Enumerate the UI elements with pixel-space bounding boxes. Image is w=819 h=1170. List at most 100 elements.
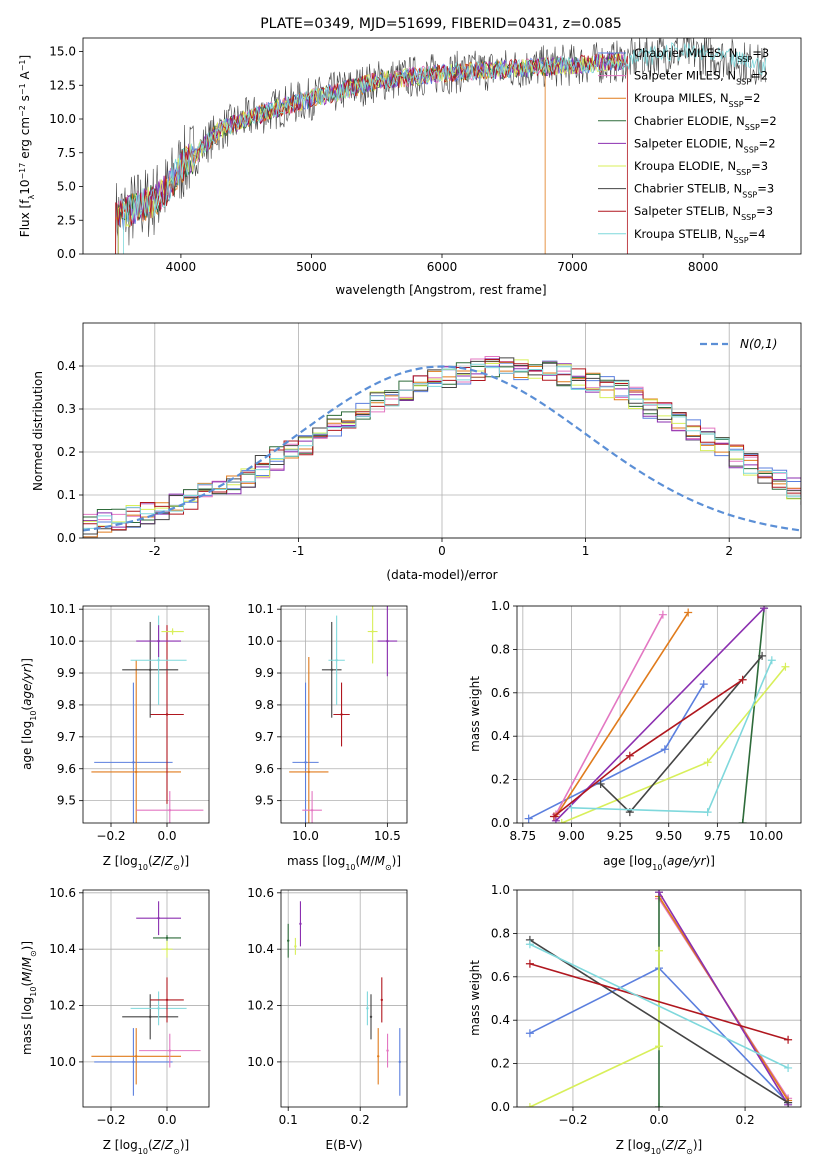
axes-frame: [82, 889, 210, 1108]
series-marker: [625, 751, 634, 760]
x-tick-label: 7000: [557, 260, 588, 274]
y-tick-label: 0.8: [491, 642, 510, 656]
y-tick-label: 0.4: [491, 729, 510, 743]
data-point: [366, 1007, 369, 1010]
y-tick-label: 0.6: [491, 970, 510, 984]
axes-frame: [280, 889, 408, 1108]
data-point: [165, 713, 169, 716]
y-axis-label: Normed distribution: [31, 371, 45, 491]
y-tick-label: 10.0: [49, 634, 76, 648]
plot-area: [115, 38, 767, 254]
series-marker: [658, 610, 667, 619]
series-line: [529, 950, 660, 1107]
x-tick-label: -2: [149, 544, 161, 558]
series-marker: [525, 940, 534, 949]
y-tick-label: 9.7: [255, 730, 274, 744]
series-line: [555, 612, 689, 817]
plot-area: [524, 606, 790, 823]
series-line: [555, 614, 664, 815]
y-tick-label: 0.3: [57, 402, 76, 416]
x-axis-label: age [log10(age/yr)]: [603, 854, 715, 872]
chart-panel-0: 4000 5000 6000 7000 8000 0.0 2.5 5.0 7.5 10.0 12.5…: [49, 37, 802, 274]
y-tick-label: 0.0: [57, 247, 76, 261]
series-marker: [703, 758, 712, 767]
y-tick-label: 0.2: [57, 445, 76, 459]
data-point: [168, 809, 171, 812]
data-point: [335, 659, 338, 662]
y-tick-label: 0.4: [491, 1013, 510, 1027]
x-tick-label: −0.2: [96, 1113, 125, 1127]
series-marker: [784, 1035, 793, 1044]
series-marker: [738, 819, 747, 823]
spectrum-line: [123, 42, 767, 254]
x-axis-label: Z [log10(Z/Z⊙)]: [103, 854, 189, 872]
data-point: [157, 639, 160, 643]
axes-frame: [280, 605, 408, 824]
y-tick-label: 9.8: [57, 698, 76, 712]
legend: Chabrier MILES, NSSP=3 Salpeter MILES, NS…: [598, 46, 777, 244]
y-tick-label: 9.5: [57, 794, 76, 808]
series-line: [741, 608, 765, 823]
data-point: [386, 1049, 389, 1052]
data-point: [287, 939, 290, 942]
series-line: [555, 607, 765, 822]
x-tick-label: 10.5: [374, 829, 401, 843]
data-point: [168, 1049, 171, 1052]
histogram-step: [83, 361, 801, 538]
data-point: [132, 761, 135, 764]
y-tick-label: 15.0: [49, 45, 76, 59]
x-tick-label: 5000: [296, 260, 327, 274]
y-tick-label: 10.4: [247, 942, 274, 956]
data-point: [299, 922, 302, 926]
data-point: [310, 809, 314, 812]
data-point: [369, 1015, 373, 1019]
plot-area: [91, 615, 204, 823]
series-marker: [738, 675, 747, 684]
histogram-step: [83, 359, 801, 538]
y-tick-label: 9.8: [255, 698, 274, 712]
data-point: [377, 1055, 380, 1058]
data-point: [135, 1055, 138, 1058]
chart-title: PLATE=0349, MJD=51699, FIBERID=0431, z=0…: [260, 16, 622, 32]
data-point: [340, 713, 343, 716]
data-point: [135, 770, 138, 774]
data-point: [149, 668, 152, 672]
y-tick-label: 0.6: [491, 686, 510, 700]
histogram-step: [83, 358, 801, 538]
histogram-step: [83, 363, 801, 538]
series-marker: [660, 745, 669, 754]
legend-label: Chabrier STELIB, NSSP=3: [634, 182, 774, 200]
series-marker: [655, 1042, 663, 1051]
x-tick-label: 0.1: [279, 1113, 298, 1127]
x-axis-label: wavelength [Angstrom, rest frame]: [335, 283, 546, 297]
x-tick-label: 9.75: [704, 829, 731, 843]
x-tick-label: 9.00: [558, 829, 585, 843]
x-axis-label: mass [log10(M/M⊙)]: [287, 854, 401, 872]
gaussian-curve: [83, 365, 801, 532]
y-tick-label: 9.7: [57, 730, 76, 744]
x-axis-label: Z [log10(Z/Z⊙)]: [103, 1138, 189, 1156]
data-point: [386, 639, 389, 643]
y-tick-label: 9.6: [57, 762, 76, 776]
series-marker: [699, 680, 708, 689]
x-axis-label: (data-model)/error: [386, 568, 497, 582]
y-axis-label: age [log10(age/yr)]: [20, 658, 38, 770]
y-tick-label: 1.0: [491, 883, 510, 897]
data-point: [149, 1015, 152, 1019]
chart-panel-6: 0.1 0.2 10.0 10.2 10.4 10.6: [247, 886, 408, 1127]
y-tick-label: 10.1: [49, 602, 76, 616]
series-line: [529, 939, 789, 1104]
series-marker: [781, 662, 790, 671]
data-point: [157, 1007, 160, 1010]
y-tick-label: 10.4: [49, 942, 76, 956]
y-tick-label: 10.2: [49, 999, 76, 1013]
y-tick-label: 9.6: [255, 762, 274, 776]
legend: N(0,1): [700, 337, 777, 351]
y-tick-label: 10.6: [247, 886, 274, 900]
x-tick-label: 0: [438, 544, 446, 558]
plot-area: [287, 901, 401, 1096]
series-marker: [655, 890, 663, 897]
data-point: [165, 947, 169, 951]
legend-label: Kroupa MILES, NSSP=2: [634, 91, 760, 109]
